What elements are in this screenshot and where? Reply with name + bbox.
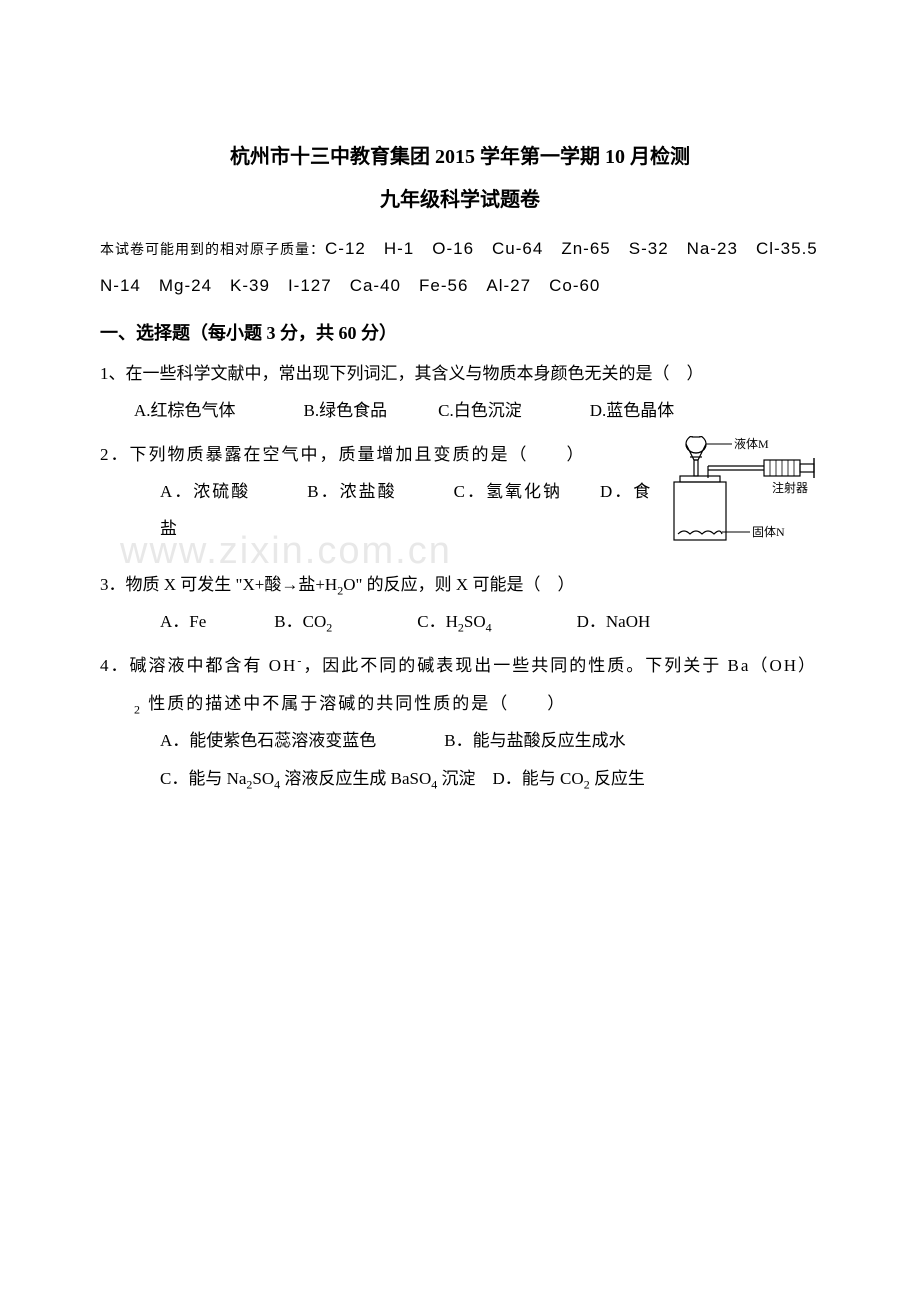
q1-stem: 1、在一些科学文献中，常出现下列词汇，其含义与物质本身颜色无关的是（ ） (100, 355, 820, 392)
question-3: 3．物质 X 可发生 "X+酸→盐+H2O" 的反应，则 X 可能是（ ） A．… (100, 566, 820, 642)
diagram-label-liquid: 液体M (734, 436, 769, 451)
q4-opt-d-pre: D．能与 CO (493, 769, 584, 788)
question-2: 液体M 注射器 固体N 2．下列物质暴露在空气中，质量增加且变质的是（ ） A．… (100, 436, 820, 560)
q4-stem: 4．碱溶液中都含有 OH-，因此不同的碱表现出一些共同的性质。下列关于 Ba（O… (100, 647, 820, 722)
q3-opt-d: D．NaOH (577, 612, 651, 631)
q2-opt-a: A．浓硫酸 (160, 482, 250, 501)
diagram-label-solid: 固体N (752, 525, 785, 539)
atomic-mass-label: 本试卷可能用到的相对原子质量： (100, 241, 325, 257)
q4-opt-b: B．能与盐酸反应生成水 (444, 731, 625, 750)
q4-opt-c: C．能与 Na2SO4 溶液反应生成 BaSO4 沉淀 (160, 769, 476, 788)
q3-stem: 3．物质 X 可发生 "X+酸→盐+H2O" 的反应，则 X 可能是（ ） (100, 566, 820, 604)
q3-opt-b-sub: 2 (326, 621, 332, 635)
q4-stem-mid: ，因此不同的碱表现出一些共同的性质。下列关于 Ba（OH） (303, 656, 817, 675)
q3-opt-b-pre: B．CO (274, 612, 326, 631)
q4-stem-sub: 2 (134, 702, 142, 716)
q4-opt-c-mid1: SO (252, 769, 274, 788)
q4-opt-a: A．能使紫色石蕊溶液变蓝色 (160, 731, 376, 750)
question-4: 4．碱溶液中都含有 OH-，因此不同的碱表现出一些共同的性质。下列关于 Ba（O… (100, 647, 820, 797)
q1-opt-a: A.红棕色气体 (134, 401, 236, 420)
q4-opt-c-mid2: 溶液反应生成 BaSO (280, 769, 431, 788)
q3-stem-pre: 3．物质 X 可发生 "X+酸→盐+H (100, 575, 337, 594)
page-content: 杭州市十三中教育集团 2015 学年第一学期 10 月检测 九年级科学试题卷 本… (100, 140, 820, 797)
q3-options: A．Fe B．CO2 C．H2SO4 D．NaOH (100, 603, 820, 641)
q1-opt-c: C.白色沉淀 (438, 401, 522, 420)
atomic-mass-block: 本试卷可能用到的相对原子质量：C-12 H-1 O-16 Cu-64 Zn-65… (100, 230, 820, 305)
q4-opt-c-post: 沉淀 (437, 769, 475, 788)
q3-opt-c-sub2: 4 (486, 621, 492, 635)
q4-opt-c-pre: C．能与 Na (160, 769, 246, 788)
q3-opt-b: B．CO2 (274, 612, 332, 631)
q1-opt-b: B.绿色食品 (304, 401, 388, 420)
title-line-1: 杭州市十三中教育集团 2015 学年第一学期 10 月检测 (100, 140, 820, 169)
q2-opt-c: C．氢氧化钠 (454, 482, 562, 501)
q3-stem-post: O" 的反应，则 X 可能是（ ） (343, 575, 574, 594)
q1-opt-d: D.蓝色晶体 (590, 401, 675, 420)
title-line-2: 九年级科学试题卷 (100, 183, 820, 212)
q4-options-row1: A．能使紫色石蕊溶液变蓝色 B．能与盐酸反应生成水 (100, 722, 820, 759)
q3-opt-c-mid: SO (464, 612, 486, 631)
q2-opt-b: B．浓盐酸 (307, 482, 396, 501)
q4-opt-d-post: 反应生 (590, 769, 645, 788)
section-1-header: 一、选择题（每小题 3 分，共 60 分） (100, 319, 820, 345)
q3-opt-a: A．Fe (160, 612, 206, 631)
q4-stem-post: 性质的描述中不属于溶碱的共同性质的是（ ） (142, 694, 566, 713)
q4-options-row2: C．能与 Na2SO4 溶液反应生成 BaSO4 沉淀 D．能与 CO2 反应生 (100, 760, 820, 798)
q3-opt-c: C．H2SO4 (417, 612, 491, 631)
q1-options-row1: A.红棕色气体 B.绿色食品 C.白色沉淀 D.蓝色晶体 (100, 392, 820, 429)
apparatus-diagram: 液体M 注射器 固体N (660, 436, 820, 560)
question-1: 1、在一些科学文献中，常出现下列词汇，其含义与物质本身颜色无关的是（ ） A.红… (100, 355, 820, 430)
diagram-label-syringe: 注射器 (772, 480, 808, 495)
q3-opt-c-pre: C．H (417, 612, 458, 631)
q4-opt-d: D．能与 CO2 反应生 (493, 769, 645, 788)
q4-stem-pre: 4．碱溶液中都含有 OH (100, 656, 297, 675)
